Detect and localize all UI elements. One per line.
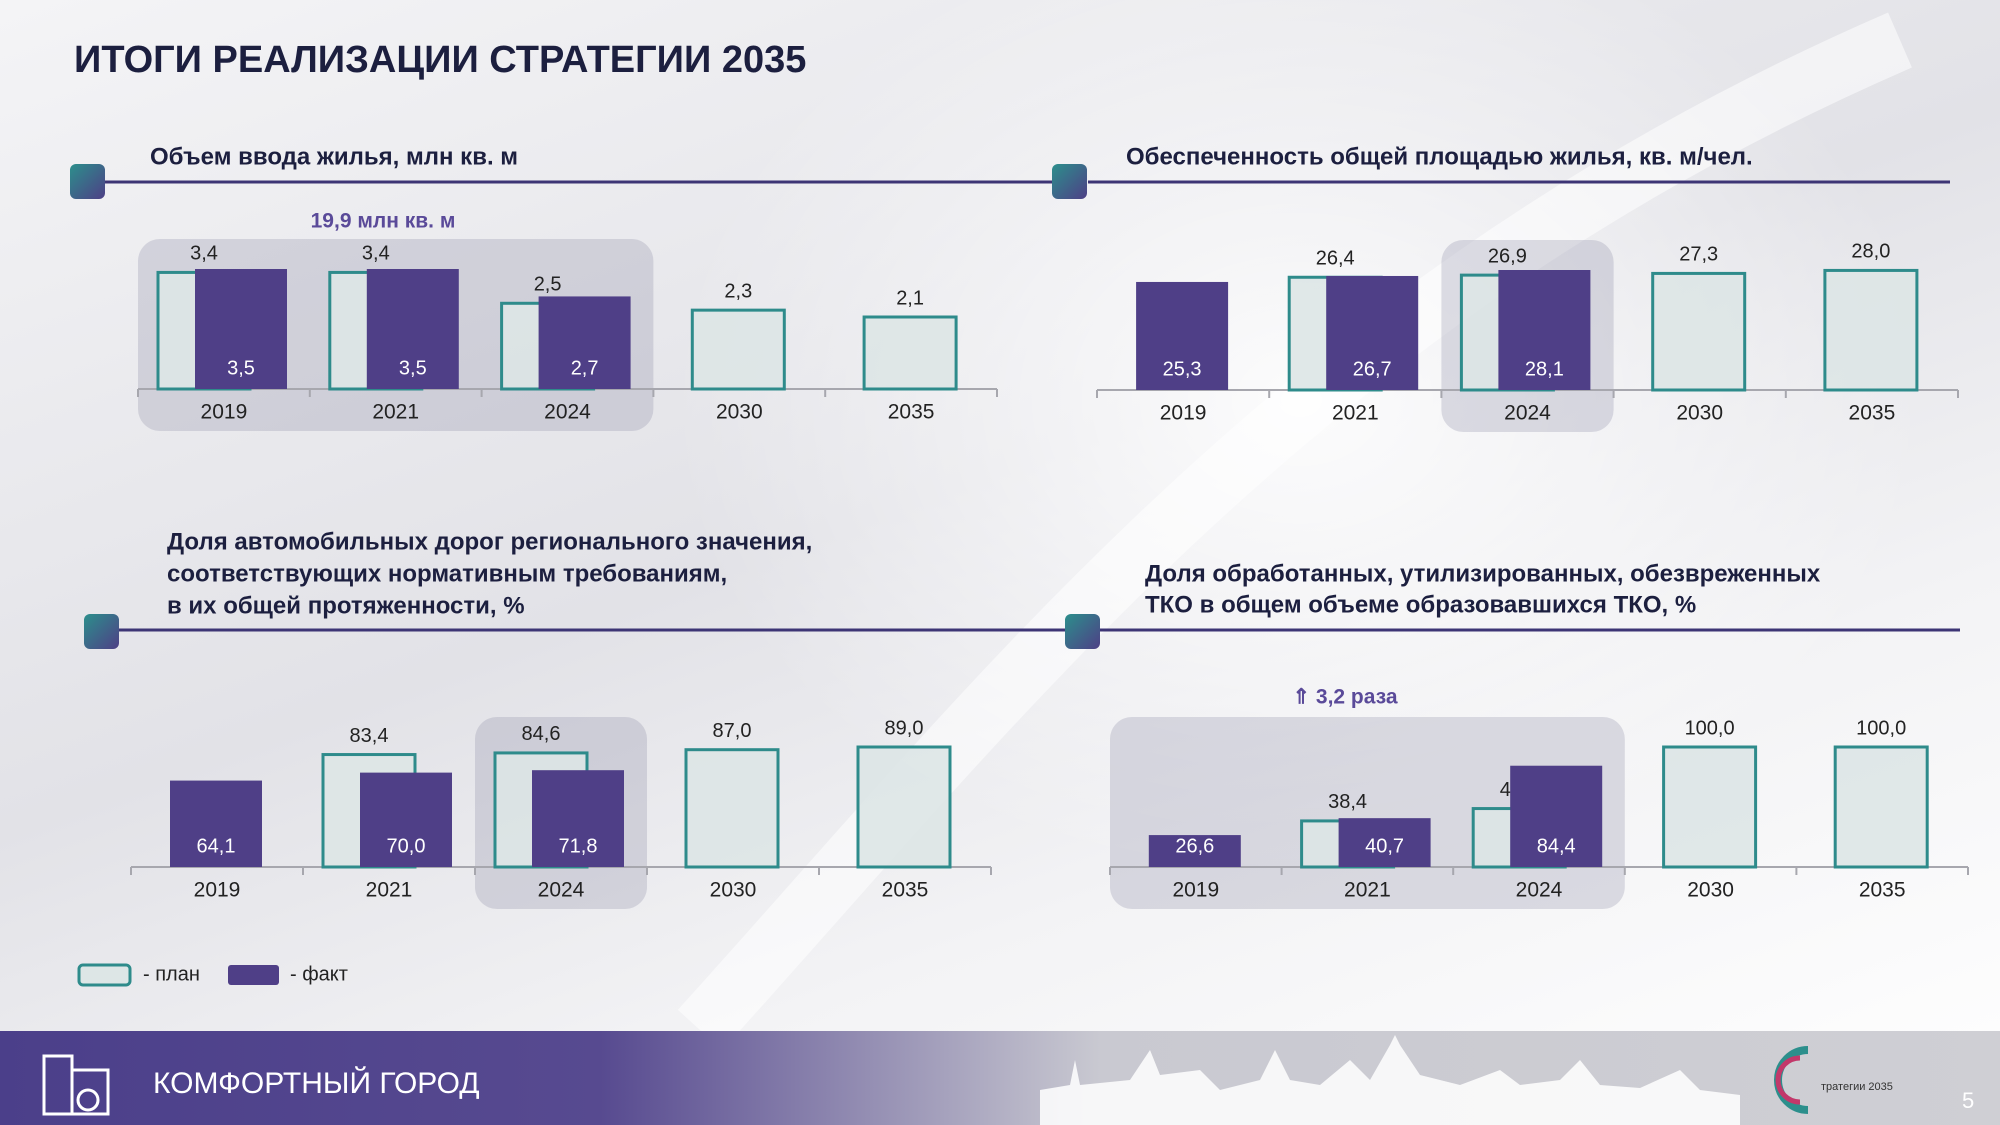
- x-tick-label: 2019: [1160, 402, 1207, 425]
- fact-value-label: 26,6: [1175, 835, 1214, 857]
- fact-value-label: 70,0: [387, 835, 426, 857]
- chart-annotation: ⇑ 3,2 раза: [1292, 686, 1397, 709]
- chart-title: соответствующих нормативным требованиям,: [167, 560, 727, 587]
- fact-bar: [1498, 270, 1591, 390]
- x-tick-label: 2021: [1332, 402, 1379, 425]
- x-tick-label: 2021: [372, 401, 419, 424]
- plan-value-label: 28,0: [1851, 241, 1890, 263]
- fact-bar: [1510, 765, 1603, 867]
- fact-value-label: 3,5: [399, 357, 427, 379]
- plan-bar: [1651, 271, 1747, 392]
- x-tick-label: 2024: [1516, 879, 1563, 902]
- fact-value-label: 40,7: [1365, 835, 1404, 857]
- plan-value-label: 2,3: [724, 280, 752, 302]
- plan-bar: [684, 748, 780, 869]
- plan-value-label: 3,4: [362, 243, 390, 265]
- chart-title: Доля автомобильных дорог регионального з…: [167, 528, 812, 555]
- fact-value-label: 2,7: [571, 357, 599, 379]
- slide-title: ИТОГИ РЕАЛИЗАЦИИ СТРАТЕГИИ 2035: [74, 39, 806, 81]
- x-tick-label: 2024: [544, 401, 591, 424]
- header-icon: [1052, 164, 1087, 199]
- legend-plan-swatch: [77, 963, 132, 987]
- x-tick-label: 2030: [1676, 402, 1723, 425]
- plan-value-label: 38,4: [1328, 791, 1367, 813]
- fact-value-label: 28,1: [1525, 358, 1564, 380]
- fact-bar: [532, 770, 624, 867]
- fact-value-label: 71,8: [559, 835, 598, 857]
- chart-title: Обеспеченность общей площадью жилья, кв.…: [1126, 143, 1753, 170]
- x-tick-label: 2030: [716, 401, 763, 424]
- plan-value-label: 3,4: [190, 243, 218, 265]
- header-icon: [70, 164, 105, 199]
- fact-bar: [366, 269, 459, 389]
- header-icon: [84, 614, 119, 649]
- plan-value-label: 2,5: [534, 274, 562, 296]
- legend-plan-label: - план: [143, 963, 200, 985]
- legend-fact-label: - факт: [290, 963, 348, 985]
- x-tick-label: 2021: [1344, 879, 1391, 902]
- fact-value-label: 3,5: [227, 357, 255, 379]
- plan-bar: [862, 315, 958, 391]
- plan-value-label: 89,0: [885, 717, 924, 739]
- fact-bar: [538, 296, 631, 389]
- logo-mark-accent: [1775, 1055, 1801, 1105]
- plan-bar: [1823, 268, 1919, 392]
- fact-bar: [1326, 275, 1419, 390]
- footer-section-title: КОМФОРТНЫЙ ГОРОД: [153, 1066, 480, 1100]
- x-tick-label: 2019: [194, 879, 241, 902]
- x-tick-label: 2030: [710, 879, 757, 902]
- fact-value-label: 64,1: [197, 835, 236, 857]
- fact-value-label: 84,4: [1537, 835, 1576, 857]
- x-tick-label: 2019: [201, 401, 248, 424]
- chart-title: Доля обработанных, утилизированных, обез…: [1145, 560, 1821, 587]
- x-tick-label: 2030: [1687, 879, 1734, 902]
- plan-value-label: 84,6: [522, 723, 561, 745]
- chart-title: в их общей протяженности, %: [167, 592, 525, 619]
- chart-annotation: 19,9 млн кв. м: [311, 210, 456, 233]
- x-tick-label: 2024: [538, 879, 585, 902]
- plan-value-label: 83,4: [350, 725, 389, 747]
- plan-value-label: 100,0: [1856, 717, 1906, 739]
- header-icon: [1065, 614, 1100, 649]
- plan-value-label: 26,9: [1488, 245, 1527, 267]
- plan-value-label: 100,0: [1685, 717, 1735, 739]
- fact-bar: [1148, 835, 1241, 867]
- plan-bar: [690, 308, 786, 391]
- logo-text: тратегии 2035: [1821, 1081, 1893, 1093]
- fact-bar: [1136, 281, 1229, 390]
- chart-title: ТКО в общем объеме образовавшихся ТКО, %: [1145, 591, 1696, 618]
- x-tick-label: 2021: [366, 879, 413, 902]
- fact-bar: [195, 269, 287, 389]
- plan-bar: [856, 745, 952, 869]
- plan-value-label: 2,1: [896, 287, 924, 309]
- city-skyline: [1040, 1035, 1740, 1125]
- fact-bar: [170, 780, 262, 867]
- fact-bar: [360, 772, 452, 867]
- plan-value-label: 87,0: [713, 720, 752, 742]
- x-tick-label: 2035: [1849, 402, 1896, 425]
- legend-fact-swatch: [228, 965, 279, 985]
- x-tick-label: 2019: [1172, 879, 1219, 902]
- page-number: 5: [1962, 1088, 1974, 1113]
- x-tick-label: 2035: [888, 401, 935, 424]
- footer-icon: [42, 1054, 110, 1116]
- plan-value-label: 26,4: [1316, 248, 1355, 270]
- fact-value-label: 25,3: [1163, 358, 1202, 380]
- plan-bar: [1833, 745, 1929, 869]
- x-tick-label: 2035: [1859, 879, 1906, 902]
- x-tick-label: 2024: [1504, 402, 1551, 425]
- chart-title: Объем ввода жилья, млн кв. м: [150, 143, 518, 170]
- x-tick-label: 2035: [882, 879, 929, 902]
- background-swoosh: [677, 12, 1912, 1051]
- plan-bar: [1662, 745, 1758, 869]
- fact-value-label: 26,7: [1353, 358, 1392, 380]
- fact-bar: [1338, 818, 1431, 867]
- plan-value-label: 27,3: [1679, 244, 1718, 266]
